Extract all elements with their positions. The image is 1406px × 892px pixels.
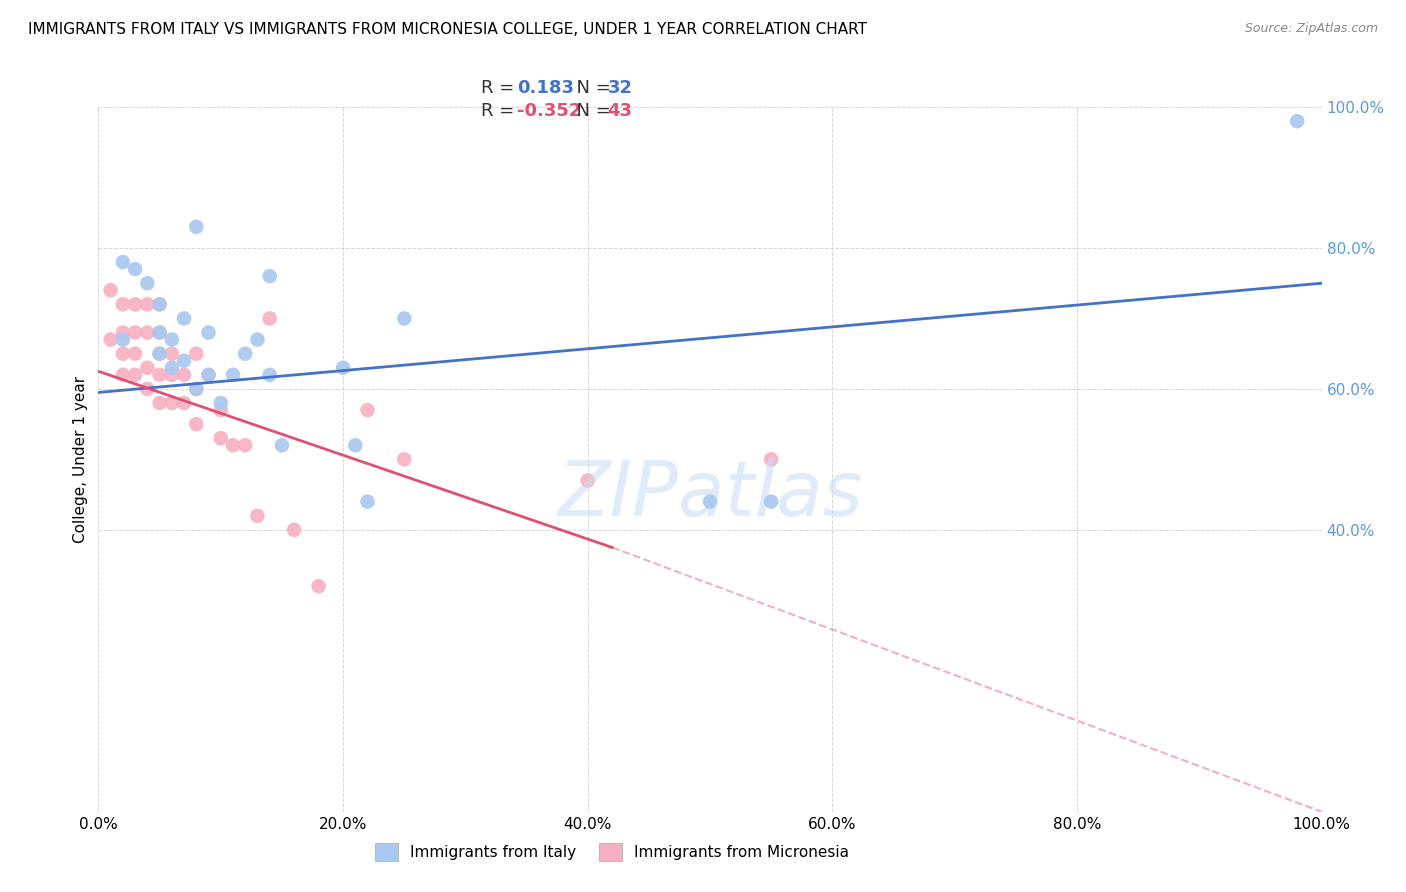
Point: [356, 494, 378, 508]
Point: [100, 283, 122, 297]
Point: [246, 333, 269, 347]
Text: R =: R =: [481, 79, 520, 97]
Point: [332, 360, 354, 375]
Point: [259, 368, 281, 382]
Text: N =: N =: [565, 79, 617, 97]
Point: [160, 396, 183, 410]
Point: [761, 452, 783, 467]
Point: [149, 396, 172, 410]
Point: [136, 326, 159, 340]
Point: [259, 269, 281, 284]
Text: N =: N =: [565, 103, 617, 120]
Point: [222, 368, 245, 382]
Point: [111, 326, 134, 340]
Point: [197, 368, 219, 382]
Point: [149, 346, 172, 360]
Point: [124, 262, 146, 277]
Point: [160, 360, 183, 375]
Point: [173, 353, 195, 368]
Point: [111, 333, 134, 347]
Point: [160, 333, 183, 347]
Point: [186, 382, 208, 396]
Text: ZIPatlas: ZIPatlas: [557, 458, 863, 532]
Text: Source: ZipAtlas.com: Source: ZipAtlas.com: [1244, 22, 1378, 36]
Point: [149, 326, 172, 340]
Text: IMMIGRANTS FROM ITALY VS IMMIGRANTS FROM MICRONESIA COLLEGE, UNDER 1 YEAR CORREL: IMMIGRANTS FROM ITALY VS IMMIGRANTS FROM…: [28, 22, 868, 37]
Point: [124, 368, 146, 382]
Point: [233, 438, 256, 452]
Point: [392, 311, 416, 326]
Point: [699, 494, 721, 508]
Point: [149, 297, 172, 311]
Point: [124, 326, 146, 340]
Point: [136, 277, 159, 291]
Point: [308, 579, 330, 593]
Text: 0.183: 0.183: [517, 79, 575, 97]
Point: [209, 431, 232, 445]
Point: [160, 368, 183, 382]
Text: 32: 32: [607, 79, 633, 97]
Point: [576, 474, 599, 488]
Text: -0.352: -0.352: [517, 103, 582, 120]
Point: [124, 297, 146, 311]
Point: [111, 368, 134, 382]
Point: [259, 311, 281, 326]
Point: [209, 403, 232, 417]
Point: [209, 396, 232, 410]
Point: [136, 382, 159, 396]
Point: [149, 346, 172, 360]
Point: [186, 346, 208, 360]
Point: [392, 452, 416, 467]
Point: [222, 438, 245, 452]
Point: [111, 255, 134, 269]
Point: [283, 523, 305, 537]
Point: [197, 326, 219, 340]
Point: [136, 297, 159, 311]
Point: [356, 403, 378, 417]
Text: R =: R =: [481, 103, 520, 120]
Point: [149, 368, 172, 382]
Point: [149, 297, 172, 311]
Point: [100, 333, 122, 347]
Legend: Immigrants from Italy, Immigrants from Micronesia: Immigrants from Italy, Immigrants from M…: [368, 837, 855, 868]
Point: [124, 346, 146, 360]
Point: [197, 368, 219, 382]
Point: [344, 438, 367, 452]
Point: [186, 382, 208, 396]
Point: [233, 346, 256, 360]
Point: [186, 219, 208, 234]
Point: [173, 311, 195, 326]
Point: [111, 297, 134, 311]
Text: 43: 43: [607, 103, 633, 120]
Point: [1286, 114, 1309, 128]
Point: [173, 396, 195, 410]
Point: [270, 438, 294, 452]
Y-axis label: College, Under 1 year: College, Under 1 year: [73, 376, 89, 543]
Point: [173, 368, 195, 382]
Point: [186, 417, 208, 431]
Point: [149, 326, 172, 340]
Point: [136, 360, 159, 375]
Point: [111, 346, 134, 360]
Point: [246, 508, 269, 523]
Point: [160, 346, 183, 360]
Point: [761, 494, 783, 508]
